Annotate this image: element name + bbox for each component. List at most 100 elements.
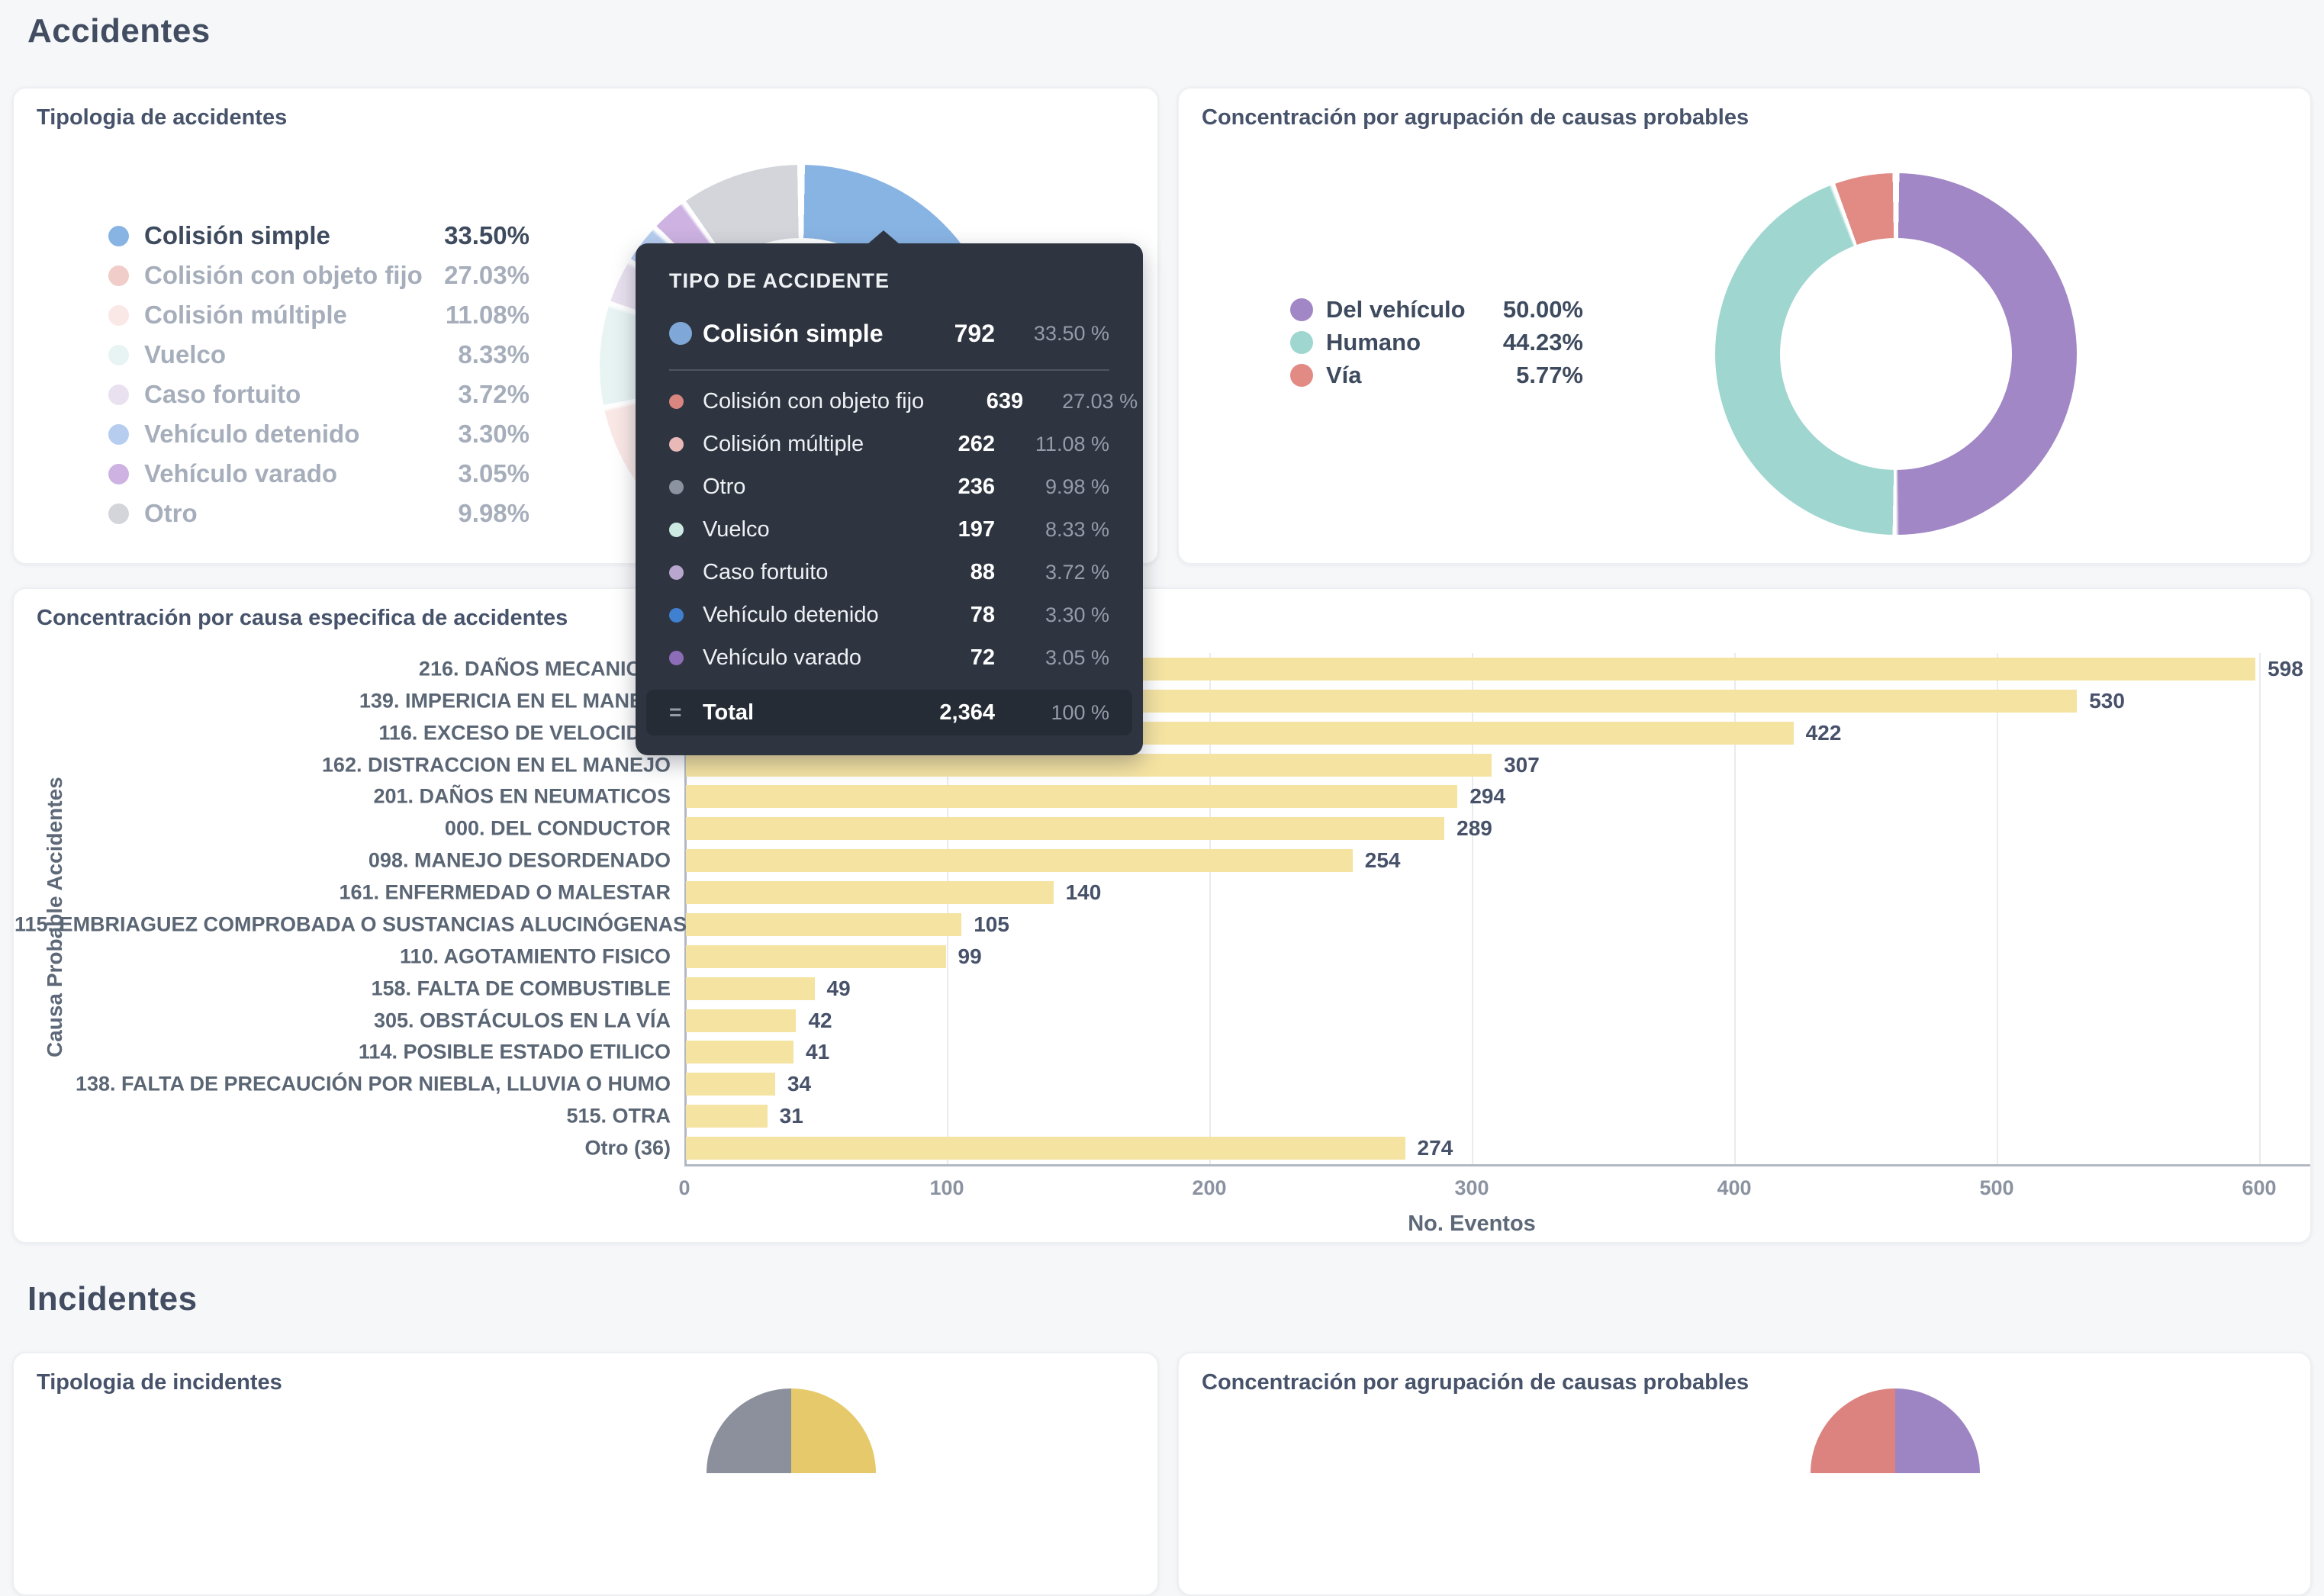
legend-item-colision-multiple[interactable]: Colisión múltiple 11.08% [108, 295, 529, 335]
bar-value-label: 294 [1469, 784, 1506, 809]
tooltip-row-otro: Otro 236 9.98 % [661, 465, 1117, 508]
legend-percent: 3.72% [458, 380, 529, 408]
tooltip-value: 262 [958, 431, 995, 456]
bar[interactable] [686, 881, 1054, 905]
bar-row-otro-36: Otro (36) 274 [584, 1132, 2310, 1164]
category-label: 161. ENFERMEDAD O MALESTAR [339, 880, 671, 904]
bar[interactable] [686, 912, 962, 936]
legend-item-via[interactable]: Vía 5.77% [1290, 359, 1583, 391]
tooltip-percent: 3.72 % [1045, 560, 1109, 584]
bar[interactable] [686, 1073, 775, 1096]
bar[interactable] [686, 785, 1458, 809]
tooltip-label: Vehículo detenido [703, 602, 879, 627]
legend-percent: 3.30% [458, 420, 529, 448]
legend-percent: 50.00% [1502, 295, 1583, 323]
legend-label: Vía [1326, 361, 1362, 388]
section-heading-accidentes: Accidentes [27, 12, 211, 50]
pie-chart-agrupacion-incidentes[interactable] [1811, 1388, 1980, 1558]
bar[interactable] [686, 1105, 768, 1128]
bar[interactable] [686, 849, 1353, 873]
bar-row-115-embriaguez-comprobada-o-sustancias-alucinogenas: 115. EMBRIAGUEZ COMPROBADA O SUSTANCIAS … [14, 909, 2310, 941]
legend-percent: 3.05% [458, 459, 529, 487]
legend-item-caso-fortuito[interactable]: Caso fortuito 3.72% [108, 375, 529, 414]
bar-value-label: 49 [826, 976, 851, 1000]
category-label: 162. DISTRACCION EN EL MANEJO [321, 753, 671, 777]
bar[interactable] [686, 944, 946, 968]
legend-label: Colisión con objeto fijo [144, 261, 423, 289]
x-tick-600: 600 [2242, 1176, 2277, 1199]
bar-value-label: 31 [779, 1104, 803, 1128]
bar-value-label: 140 [1065, 880, 1102, 905]
legend-tipologia-accidentes: Colisión simple 33.50% Colisión con objeto… [108, 216, 529, 533]
bar[interactable] [686, 817, 1445, 841]
category-label: 114. POSIBLE ESTADO ETILICO [358, 1040, 671, 1063]
series-color-dot [669, 650, 684, 665]
legend-dot [108, 423, 129, 445]
legend-dot [108, 265, 129, 286]
tooltip-rows: Colisión con objeto fijo 639 27.03 % Colisi… [661, 380, 1138, 679]
legend-item-colision-simple[interactable]: Colisión simple 33.50% [108, 216, 529, 256]
legend-agrupacion-causas: Del vehículo 50.00% Humano 44.23% Vía 5.77% [1290, 293, 1583, 391]
card-title: Concentración por agrupación de causas p… [1202, 105, 1749, 130]
legend-item-vuelco[interactable]: Vuelco 8.33% [108, 335, 529, 375]
bar-value-label: 530 [2089, 688, 2125, 713]
legend-percent: 33.50% [444, 221, 529, 249]
category-label: 098. MANEJO DESORDENADO [368, 848, 671, 872]
bar-row-161-enfermedad-o-malestar: 161. ENFERMEDAD O MALESTAR 140 [339, 877, 2310, 909]
gridline-100 [947, 653, 948, 1164]
bar-value-label: 598 [2268, 656, 2303, 681]
x-tick-400: 400 [1717, 1176, 1752, 1199]
series-color-dot [669, 436, 684, 452]
bar-value-label: 289 [1457, 816, 1492, 841]
legend-dot [1290, 363, 1313, 387]
legend-percent: 44.23% [1502, 328, 1583, 356]
series-color-dot [669, 394, 684, 409]
tooltip-percent: 11.08 % [1035, 432, 1109, 455]
pie-chart-tipologia-incidentes[interactable] [707, 1388, 876, 1558]
category-label: 139. IMPERICIA EN EL MANEJO [359, 689, 671, 713]
legend-item-colision-con-objeto-fijo[interactable]: Colisión con objeto fijo 27.03% [108, 256, 529, 295]
legend-dot [108, 344, 129, 365]
bar[interactable] [686, 1041, 794, 1064]
bar[interactable] [686, 977, 815, 1000]
bar-value-label: 422 [1805, 720, 1842, 745]
legend-label: Colisión múltiple [144, 301, 347, 329]
tooltip-label: Vuelco [703, 516, 770, 542]
legend-item-otro[interactable]: Otro 9.98% [108, 494, 529, 533]
bar[interactable] [686, 1009, 797, 1032]
series-color-dot [669, 479, 684, 494]
tooltip-value: 78 [970, 602, 995, 627]
x-axis-line [684, 1164, 2310, 1166]
category-label: 305. OBSTÁCULOS EN LA VÍA [373, 1009, 671, 1032]
tooltip-value: 236 [958, 474, 995, 499]
legend-label: Del vehículo [1326, 295, 1466, 323]
card-agrupacion-causas-incidentes: Concentración por agrupación de causas p… [1177, 1352, 2312, 1596]
donut-chart-agrupacion-causas[interactable] [1715, 173, 2077, 535]
bar-row-305-obstaculos-en-la-via: 305. OBSTÁCULOS EN LA VÍA 42 [374, 1005, 2310, 1037]
x-tick-200: 200 [1192, 1176, 1227, 1199]
bar-row-098-manejo-desordenado: 098. MANEJO DESORDENADO 254 [369, 845, 2310, 877]
category-label: 158. FALTA DE COMBUSTIBLE [371, 977, 671, 1000]
bar[interactable] [686, 753, 1492, 777]
series-color-dot [669, 607, 684, 623]
bar-row-158-falta-de-combustible: 158. FALTA DE COMBUSTIBLE 49 [371, 973, 2310, 1005]
tooltip-row-colision-multiple: Colisión múltiple 262 11.08 % [661, 423, 1117, 465]
x-tick-0: 0 [678, 1176, 690, 1199]
bar[interactable] [686, 1137, 1405, 1160]
legend-item-vehiculo-varado[interactable]: Vehículo varado 3.05% [108, 454, 529, 494]
legend-item-vehiculo-detenido[interactable]: Vehículo detenido 3.30% [108, 414, 529, 454]
legend-dot [108, 225, 129, 246]
bar-row-110-agotamiento-fisico: 110. AGOTAMIENTO FISICO 99 [400, 941, 2310, 973]
tooltip-value: 88 [970, 559, 995, 584]
tooltip-percent: 3.30 % [1045, 603, 1109, 626]
donut-hole [1780, 238, 2012, 470]
legend-label: Humano [1326, 328, 1421, 356]
legend-item-humano[interactable]: Humano 44.23% [1290, 326, 1583, 359]
legend-percent: 27.03% [444, 261, 529, 289]
legend-item-del-vehiculo[interactable]: Del vehículo 50.00% [1290, 293, 1583, 326]
tooltip-label: Colisión simple [703, 319, 884, 347]
legend-percent: 9.98% [458, 499, 529, 527]
tooltip-label: Colisión con objeto fijo [703, 388, 925, 413]
tooltip-label: Caso fortuito [703, 559, 829, 584]
tooltip-row-vehiculo-varado: Vehículo varado 72 3.05 % [661, 636, 1117, 679]
